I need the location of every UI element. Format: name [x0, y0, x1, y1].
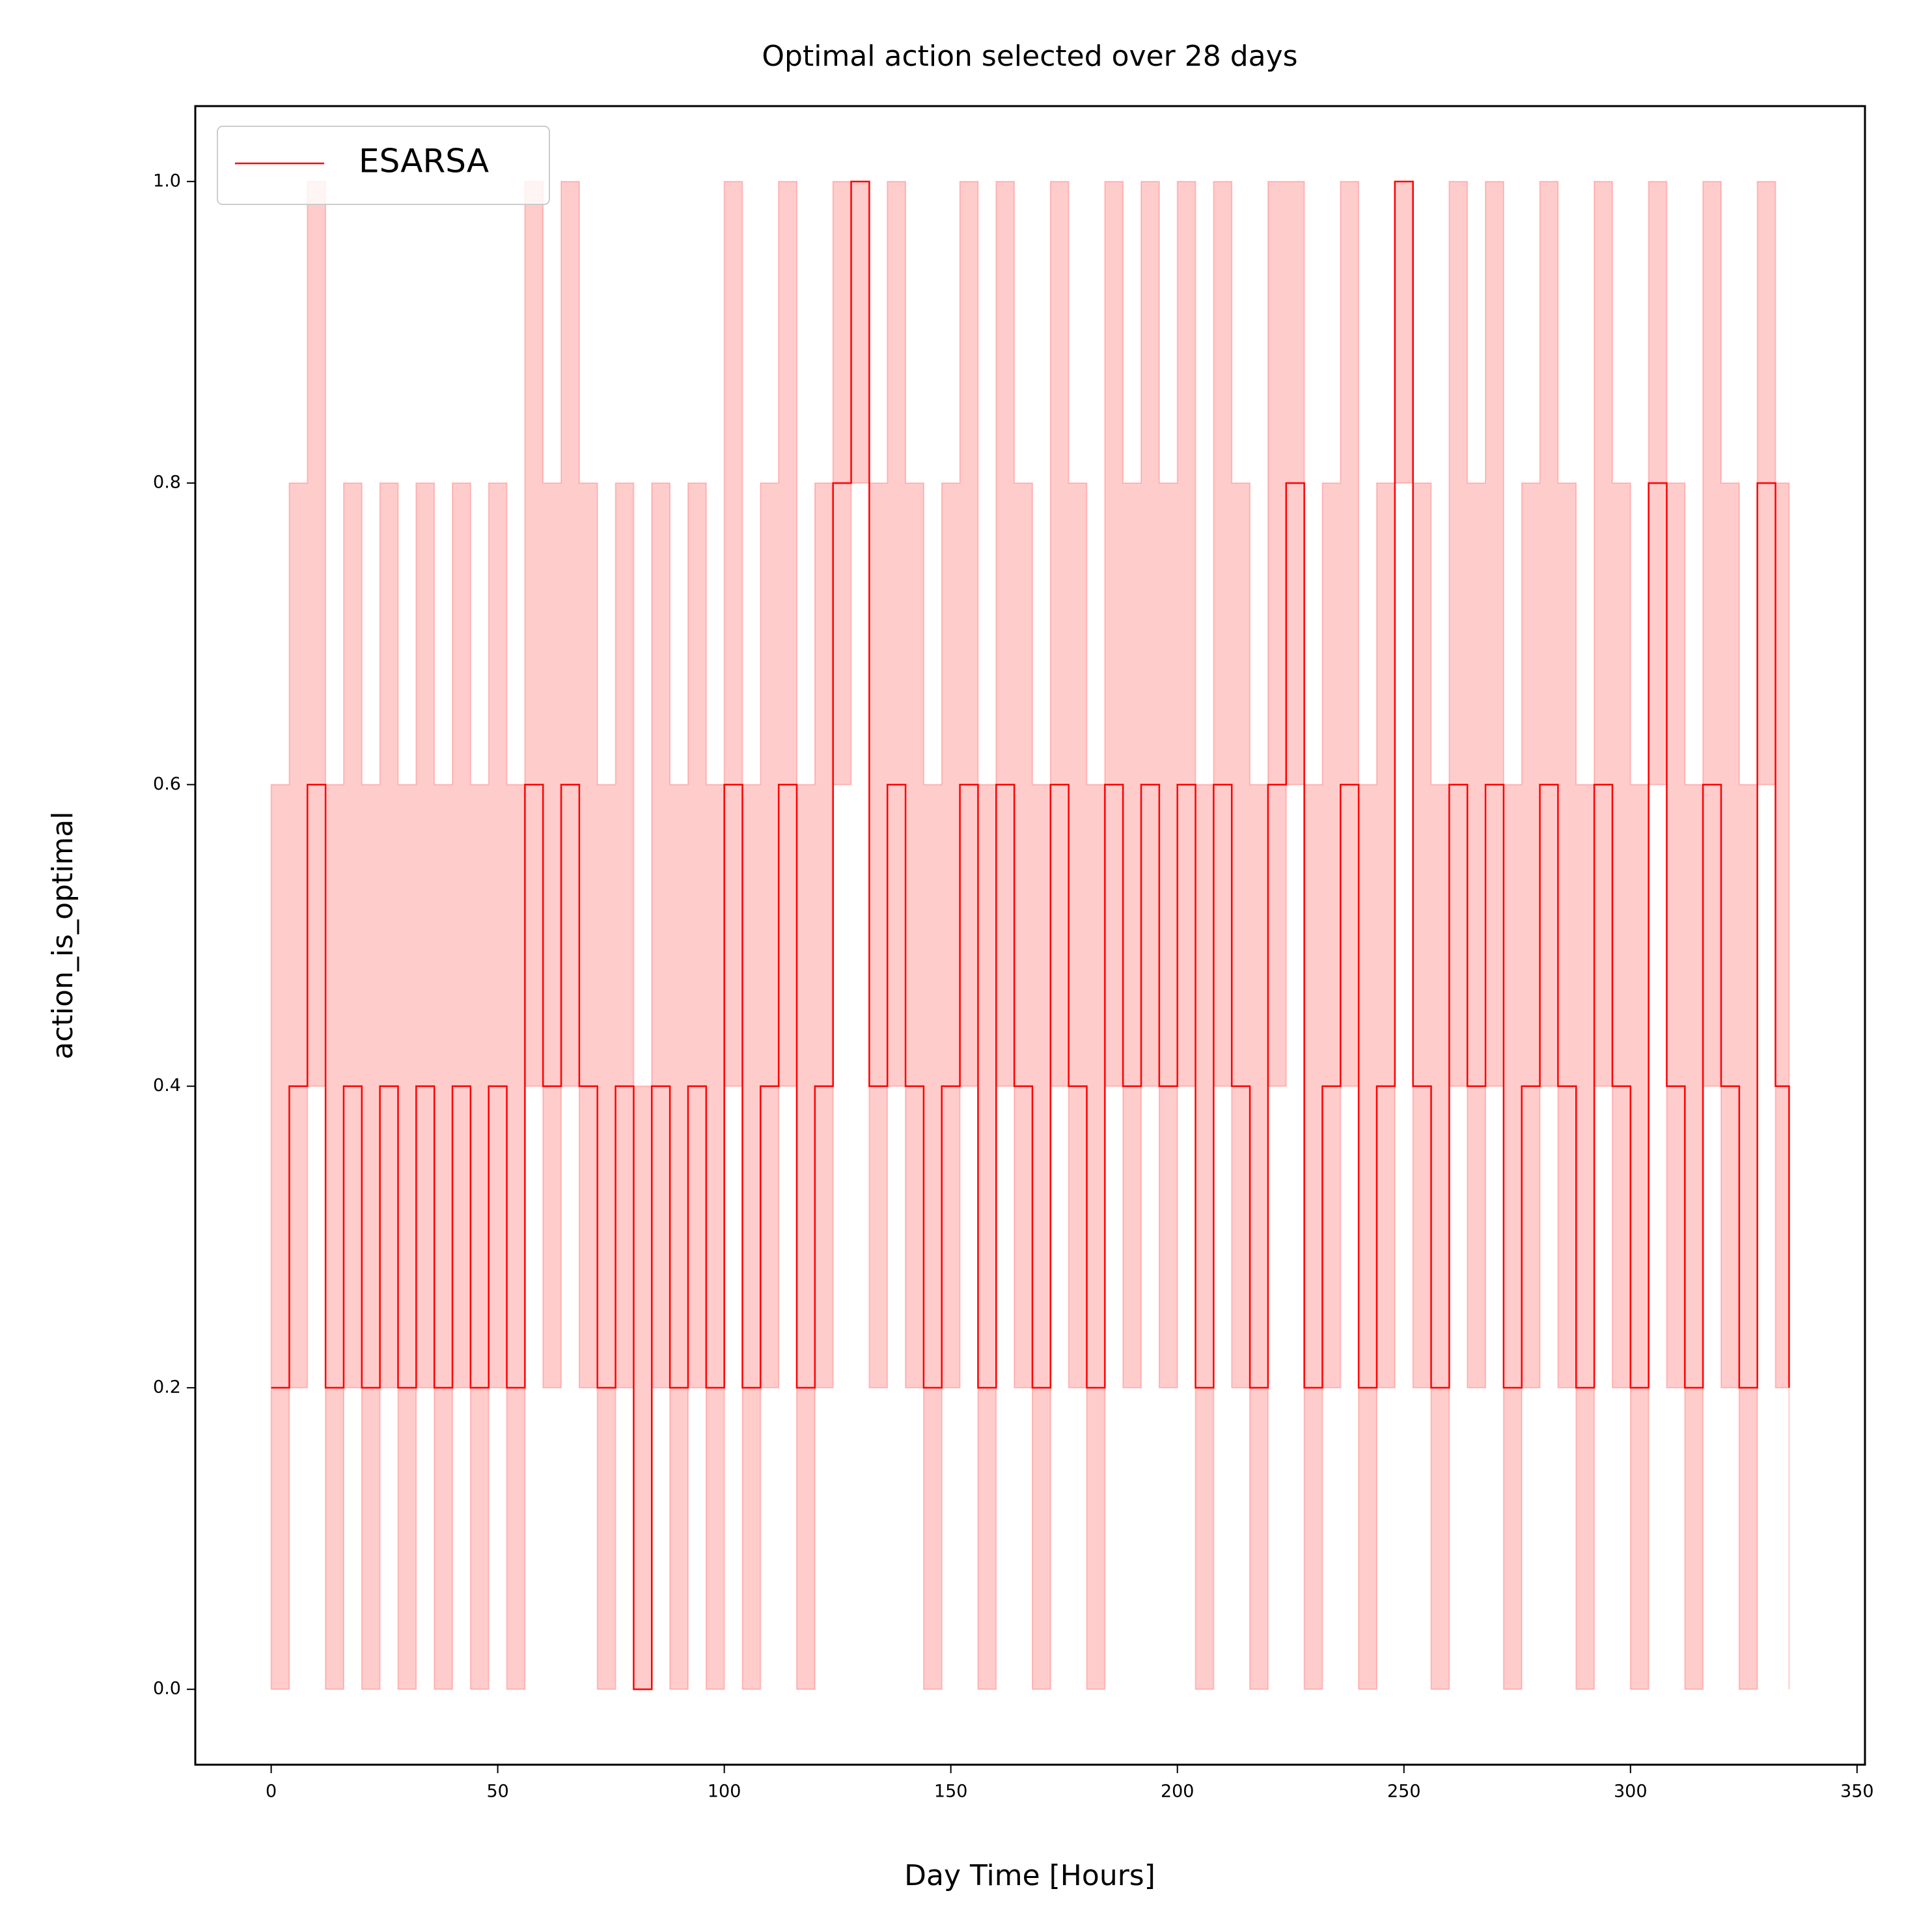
x-tick-label: 250 [1387, 1782, 1421, 1802]
x-tick-label: 300 [1614, 1782, 1648, 1802]
legend-label: ESARSA [359, 143, 489, 180]
y-tick-label: 0.8 [153, 473, 181, 493]
x-tick-label: 100 [708, 1782, 741, 1802]
x-tick-label: 200 [1161, 1782, 1194, 1802]
confidence-band [270, 180, 1790, 1690]
plot-frame [194, 105, 1866, 1766]
chart-title: Optimal action selected over 28 days [762, 40, 1297, 73]
y-tick-label: 0.6 [153, 774, 181, 794]
y-tick-label: 1.0 [153, 171, 181, 191]
legend-box [217, 126, 550, 205]
y-tick-label: 0.0 [153, 1679, 181, 1699]
y-tick-label: 0.4 [153, 1075, 181, 1096]
x-tick-label: 150 [934, 1782, 968, 1802]
y-tick-label: 0.2 [153, 1377, 181, 1397]
x-tick-label: 50 [486, 1782, 508, 1802]
line [271, 180, 1790, 1690]
x-axis-label: Day Time [Hours] [904, 1859, 1155, 1892]
y-axis-label: action_is_optimal [46, 812, 79, 1060]
x-tick-label: 350 [1840, 1782, 1874, 1802]
x-tick-label: 0 [266, 1782, 277, 1802]
